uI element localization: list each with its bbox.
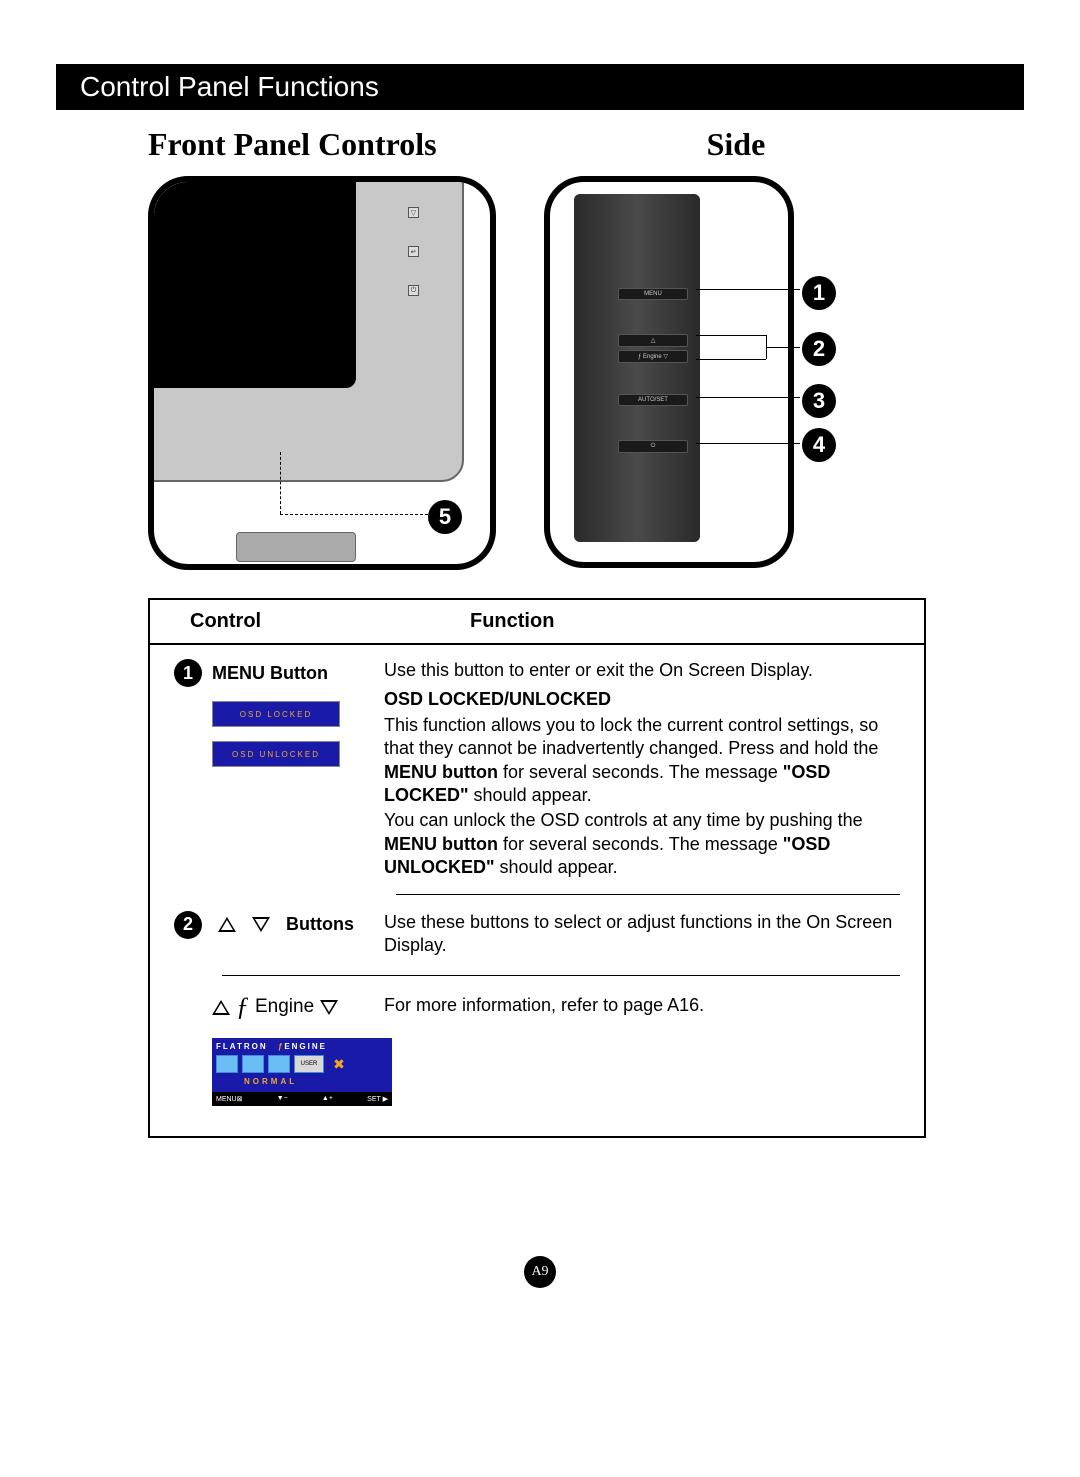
function-cell-2: Use these buttons to select or adjust fu… bbox=[384, 911, 900, 958]
p2e: should appear. bbox=[495, 857, 618, 877]
callout-3-badge: 3 bbox=[802, 384, 836, 418]
flatron-text: FLATRON bbox=[216, 1042, 268, 1051]
th-function: Function bbox=[400, 610, 554, 633]
p1b: MENU button bbox=[384, 762, 498, 782]
cl3 bbox=[696, 397, 800, 398]
fe-down: ▼− bbox=[277, 1095, 288, 1103]
cl4 bbox=[696, 443, 800, 444]
fe-bottom-bar: MENU⊠ ▼− ▲+ SET ▶ bbox=[212, 1092, 392, 1106]
fe-up: ▲+ bbox=[322, 1095, 333, 1103]
side-device-body: MENU △ ƒ Engine ▽ AUTO/SET ⏻ bbox=[574, 194, 700, 542]
row1-function-intro: Use this button to enter or exit the On … bbox=[384, 659, 900, 682]
f-italic-icon: ƒ bbox=[236, 992, 249, 1022]
function-cell-3: For more information, refer to page A16. bbox=[384, 992, 900, 1106]
table-header-row: Control Function bbox=[150, 600, 924, 645]
p1c: for several seconds. The message bbox=[498, 762, 783, 782]
header-title: Control Panel Functions bbox=[80, 71, 379, 103]
callout-line-5v bbox=[280, 452, 281, 514]
triangle-up-icon bbox=[212, 1000, 230, 1015]
front-btn-enter-icon: ↵ bbox=[408, 246, 419, 257]
triangle-up-icon bbox=[218, 917, 236, 932]
page-badge: A9 bbox=[524, 1256, 556, 1288]
front-panel-heading: Front Panel Controls bbox=[148, 126, 437, 163]
side-autoset-button: AUTO/SET bbox=[618, 394, 688, 406]
fengine-panel-title: FLATRON ƒENGINE bbox=[216, 1042, 388, 1051]
side-up-button: △ bbox=[618, 334, 688, 347]
fe-icon-3 bbox=[268, 1055, 290, 1073]
side-panel-diagram: MENU △ ƒ Engine ▽ AUTO/SET ⏻ bbox=[544, 176, 794, 568]
control-cell-3: ƒ Engine FLATRON ƒ ENGINE USER ✖ bbox=[174, 992, 384, 1106]
fe-normal-label: NORMAL bbox=[244, 1077, 388, 1086]
fe-icon-1 bbox=[216, 1055, 238, 1073]
fe-menu: MENU⊠ bbox=[216, 1095, 242, 1103]
callout-1-badge: 1 bbox=[802, 276, 836, 310]
monitor-bezel: △ ▽ ↵ ⏻ bbox=[148, 176, 464, 482]
osd-unlocked-indicator: OSD UNLOCKED bbox=[212, 741, 340, 767]
side-button-group-2: △ ƒ Engine ▽ bbox=[618, 334, 688, 366]
side-power-button: ⏻ bbox=[618, 440, 688, 453]
fengine-osd-panel: FLATRON ƒENGINE USER ✖ NORMAL MENU⊠ ▼− bbox=[212, 1038, 392, 1106]
osd-para1: This function allows you to lock the cur… bbox=[384, 714, 900, 808]
front-btn-down-icon: ▽ bbox=[408, 207, 419, 218]
front-btn-up-icon: △ bbox=[408, 176, 419, 179]
osd-para2: You can unlock the OSD controls at any t… bbox=[384, 809, 900, 879]
osd-section-title: OSD LOCKED/UNLOCKED bbox=[384, 688, 900, 711]
p1a: This function allows you to lock the cur… bbox=[384, 715, 878, 758]
row1-badge: 1 bbox=[174, 659, 202, 687]
side-menu-button: MENU bbox=[618, 288, 688, 300]
side-engine-button: ƒ Engine ▽ bbox=[618, 350, 688, 363]
control-cell-1: 1 MENU Button OSD LOCKED OSD UNLOCKED bbox=[174, 659, 384, 880]
row-divider-2 bbox=[222, 975, 900, 976]
cl2a bbox=[696, 335, 766, 336]
engine-text: Engine bbox=[255, 996, 314, 1018]
side-button-group-4: ⏻ bbox=[618, 440, 688, 456]
p2a: You can unlock the OSD controls at any t… bbox=[384, 810, 863, 830]
callout-4-badge: 4 bbox=[802, 428, 836, 462]
fe-icon-2 bbox=[242, 1055, 264, 1073]
engine-text-small: ENGINE bbox=[284, 1042, 327, 1051]
cl2c bbox=[696, 359, 766, 360]
table-row: 2 Buttons Use these buttons to select or… bbox=[174, 911, 900, 958]
row2-badge: 2 bbox=[174, 911, 202, 939]
triangle-down-icon bbox=[320, 1000, 338, 1015]
p1e: should appear. bbox=[469, 785, 592, 805]
side-button-group: MENU bbox=[618, 288, 688, 303]
table-row: 1 MENU Button OSD LOCKED OSD UNLOCKED Us… bbox=[174, 659, 900, 880]
triangle-down-icon bbox=[252, 917, 270, 932]
fe-icon-close: ✖ bbox=[328, 1055, 350, 1073]
table-body: 1 MENU Button OSD LOCKED OSD UNLOCKED Us… bbox=[150, 645, 924, 1136]
side-button-group-3: AUTO/SET bbox=[618, 394, 688, 409]
th-control: Control bbox=[150, 610, 400, 633]
cl1 bbox=[696, 289, 800, 290]
monitor-stand bbox=[236, 532, 356, 562]
menu-button-label: MENU Button bbox=[212, 663, 328, 684]
table-row: ƒ Engine FLATRON ƒENGINE USER ✖ bbox=[174, 992, 900, 1106]
control-cell-2: 2 Buttons bbox=[174, 911, 384, 958]
fengine-icon-row: USER ✖ bbox=[216, 1055, 388, 1073]
callout-line-5h bbox=[280, 514, 428, 515]
osd-locked-indicator: OSD LOCKED bbox=[212, 701, 340, 727]
cl2b bbox=[766, 347, 800, 348]
section-titles: Front Panel Controls Side bbox=[148, 126, 968, 163]
function-cell-1: Use this button to enter or exit the On … bbox=[384, 659, 900, 880]
buttons-label: Buttons bbox=[286, 914, 354, 935]
fe-icon-user: USER bbox=[294, 1055, 324, 1073]
page-number: A9 bbox=[524, 1256, 556, 1288]
control-function-table: Control Function 1 MENU Button OSD LOCKE… bbox=[148, 598, 926, 1138]
row-divider-1 bbox=[396, 894, 900, 895]
front-side-buttons: △ ▽ ↵ ⏻ bbox=[408, 176, 422, 324]
callout-5-badge: 5 bbox=[428, 500, 462, 534]
side-heading: Side bbox=[707, 126, 766, 163]
p2c: for several seconds. The message bbox=[498, 834, 783, 854]
callout-2-badge: 2 bbox=[802, 332, 836, 366]
callout-5: 5 bbox=[428, 500, 462, 534]
monitor-screen bbox=[148, 176, 356, 388]
fengine-label: ƒ Engine bbox=[212, 992, 384, 1022]
front-btn-power-icon: ⏻ bbox=[408, 285, 419, 296]
page-header: Control Panel Functions bbox=[56, 64, 1024, 110]
p2b: MENU button bbox=[384, 834, 498, 854]
